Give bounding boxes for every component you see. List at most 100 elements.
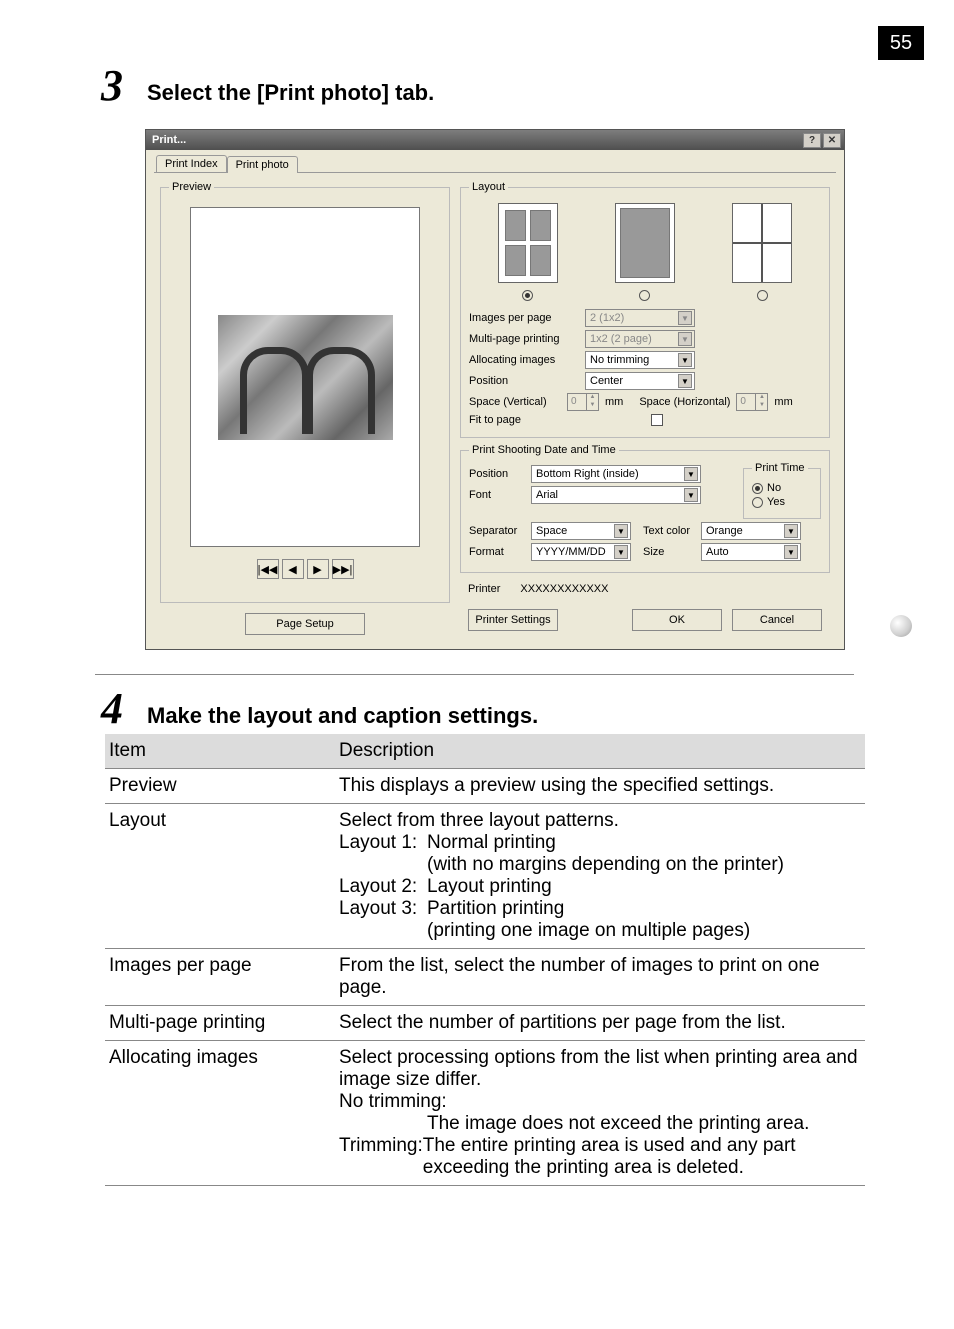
item-alloc: Allocating images	[105, 1041, 335, 1186]
chevron-down-icon: ▼	[614, 545, 628, 559]
dt-position-label: Position	[469, 468, 525, 480]
size-select[interactable]: Auto ▼	[701, 543, 801, 561]
space-h-value: 0	[737, 394, 755, 410]
dt-position-value: Bottom Right (inside)	[536, 468, 639, 480]
printer-label: Printer	[468, 583, 500, 595]
multipage-label: Multi-page printing	[469, 333, 579, 345]
layout-option-2[interactable]	[615, 203, 675, 301]
fit-label: Fit to page	[469, 414, 579, 426]
desc-layout: Select from three layout patterns. Layou…	[335, 804, 865, 949]
layout-option-3[interactable]	[732, 203, 792, 301]
images-per-page-label: Images per page	[469, 312, 579, 324]
print-dialog: Print... ? ✕ Print Index Print photo Pre…	[145, 129, 845, 650]
layout-k1: Layout 1:	[339, 832, 427, 854]
alloc-l3a: Trimming:	[339, 1135, 423, 1179]
item-mpp: Multi-page printing	[105, 1006, 335, 1041]
multipage-select[interactable]: 1x2 (2 page) ▼	[585, 330, 695, 348]
allocating-value: No trimming	[590, 354, 649, 366]
chevron-down-icon: ▼	[684, 467, 698, 481]
table-row: Layout Select from three layout patterns…	[105, 804, 865, 949]
position-value: Center	[590, 375, 623, 387]
alloc-l3b: The entire printing area is used and any…	[423, 1135, 861, 1179]
preview-page	[190, 207, 420, 547]
tab-print-photo[interactable]: Print photo	[227, 156, 298, 173]
side-indicator-dot	[890, 615, 912, 637]
chevron-down-icon: ▼	[784, 545, 798, 559]
fit-checkbox[interactable]	[651, 414, 663, 426]
layout-radio-2[interactable]	[639, 290, 650, 301]
layout-option-1[interactable]	[498, 203, 558, 301]
desc-preview: This displays a preview using the specif…	[335, 769, 865, 804]
alloc-l2: The image does not exceed the printing a…	[339, 1113, 861, 1135]
dialog-title: Print...	[152, 134, 801, 146]
layout-radio-1[interactable]	[522, 290, 533, 301]
layout-thumb-3	[732, 203, 792, 283]
print-time-no-radio[interactable]	[752, 483, 763, 494]
dt-font-select[interactable]: Arial ▼	[531, 486, 701, 504]
alloc-l1: No trimming:	[339, 1091, 447, 1112]
page-setup-button[interactable]: Page Setup	[245, 613, 365, 635]
images-per-page-select[interactable]: 2 (1x2) ▼	[585, 309, 695, 327]
position-label: Position	[469, 375, 579, 387]
print-time-group: Print Time No Yes	[743, 462, 821, 519]
tab-print-index[interactable]: Print Index	[156, 155, 227, 172]
nav-first-button[interactable]: |◀◀	[257, 559, 279, 579]
dt-separator-value: Space	[536, 525, 567, 537]
header-desc: Description	[335, 734, 865, 769]
table-row: Multi-page printing Select the number of…	[105, 1006, 865, 1041]
position-select[interactable]: Center ▼	[585, 372, 695, 390]
preview-legend: Preview	[169, 181, 214, 193]
multipage-value: 1x2 (2 page)	[590, 333, 652, 345]
dt-format-label: Format	[469, 546, 525, 558]
ok-button[interactable]: OK	[632, 609, 722, 631]
layout-radio-3[interactable]	[757, 290, 768, 301]
space-v-input[interactable]: 0▲▼	[567, 393, 599, 411]
allocating-label: Allocating images	[469, 354, 579, 366]
print-time-yes-radio[interactable]	[752, 497, 763, 508]
text-color-value: Orange	[706, 525, 743, 537]
space-v-label: Space (Vertical)	[469, 396, 561, 408]
size-value: Auto	[706, 546, 729, 558]
mm-label: mm	[605, 396, 623, 408]
table-row: Preview This displays a preview using th…	[105, 769, 865, 804]
dt-separator-select[interactable]: Space ▼	[531, 522, 631, 540]
nav-last-button[interactable]: ▶▶|	[332, 559, 354, 579]
layout-v3: Partition printing	[427, 898, 564, 920]
cancel-button[interactable]: Cancel	[732, 609, 822, 631]
dt-position-select[interactable]: Bottom Right (inside) ▼	[531, 465, 701, 483]
help-button[interactable]: ?	[803, 133, 821, 148]
chevron-down-icon: ▼	[614, 524, 628, 538]
layout-v3b: (printing one image on multiple pages)	[339, 920, 861, 942]
layout-k2: Layout 2:	[339, 876, 427, 898]
nav-prev-button[interactable]: ◀	[282, 559, 304, 579]
dt-separator-label: Separator	[469, 525, 525, 537]
preview-image	[218, 315, 393, 440]
printer-settings-button[interactable]: Printer Settings	[468, 609, 558, 631]
chevron-down-icon: ▼	[678, 353, 692, 367]
desc-mpp: Select the number of partitions per page…	[335, 1006, 865, 1041]
dt-font-value: Arial	[536, 489, 558, 501]
step-4-title: Make the layout and caption settings.	[147, 703, 538, 729]
chevron-down-icon: ▼	[684, 488, 698, 502]
nav-next-button[interactable]: ▶	[307, 559, 329, 579]
print-time-legend: Print Time	[752, 462, 808, 474]
alloc-l0: Select processing options from the list …	[339, 1047, 858, 1090]
header-item: Item	[105, 734, 335, 769]
layout-thumb-2	[615, 203, 675, 283]
step-4-number: 4	[95, 683, 129, 734]
print-time-no-label: No	[767, 482, 781, 494]
step-3-number: 3	[95, 60, 129, 111]
chevron-down-icon: ▼	[784, 524, 798, 538]
size-label: Size	[643, 546, 695, 558]
text-color-select[interactable]: Orange ▼	[701, 522, 801, 540]
divider	[95, 674, 854, 675]
allocating-select[interactable]: No trimming ▼	[585, 351, 695, 369]
preview-group: Preview |◀◀ ◀ ▶ ▶▶|	[160, 181, 450, 603]
desc-ipp: From the list, select the number of imag…	[335, 949, 865, 1006]
dt-format-select[interactable]: YYYY/MM/DD ▼	[531, 543, 631, 561]
chevron-down-icon: ▼	[678, 374, 692, 388]
layout-v2: Layout printing	[427, 876, 552, 898]
close-button[interactable]: ✕	[823, 133, 841, 148]
space-h-input[interactable]: 0▲▼	[736, 393, 768, 411]
table-row: Allocating images Select processing opti…	[105, 1041, 865, 1186]
